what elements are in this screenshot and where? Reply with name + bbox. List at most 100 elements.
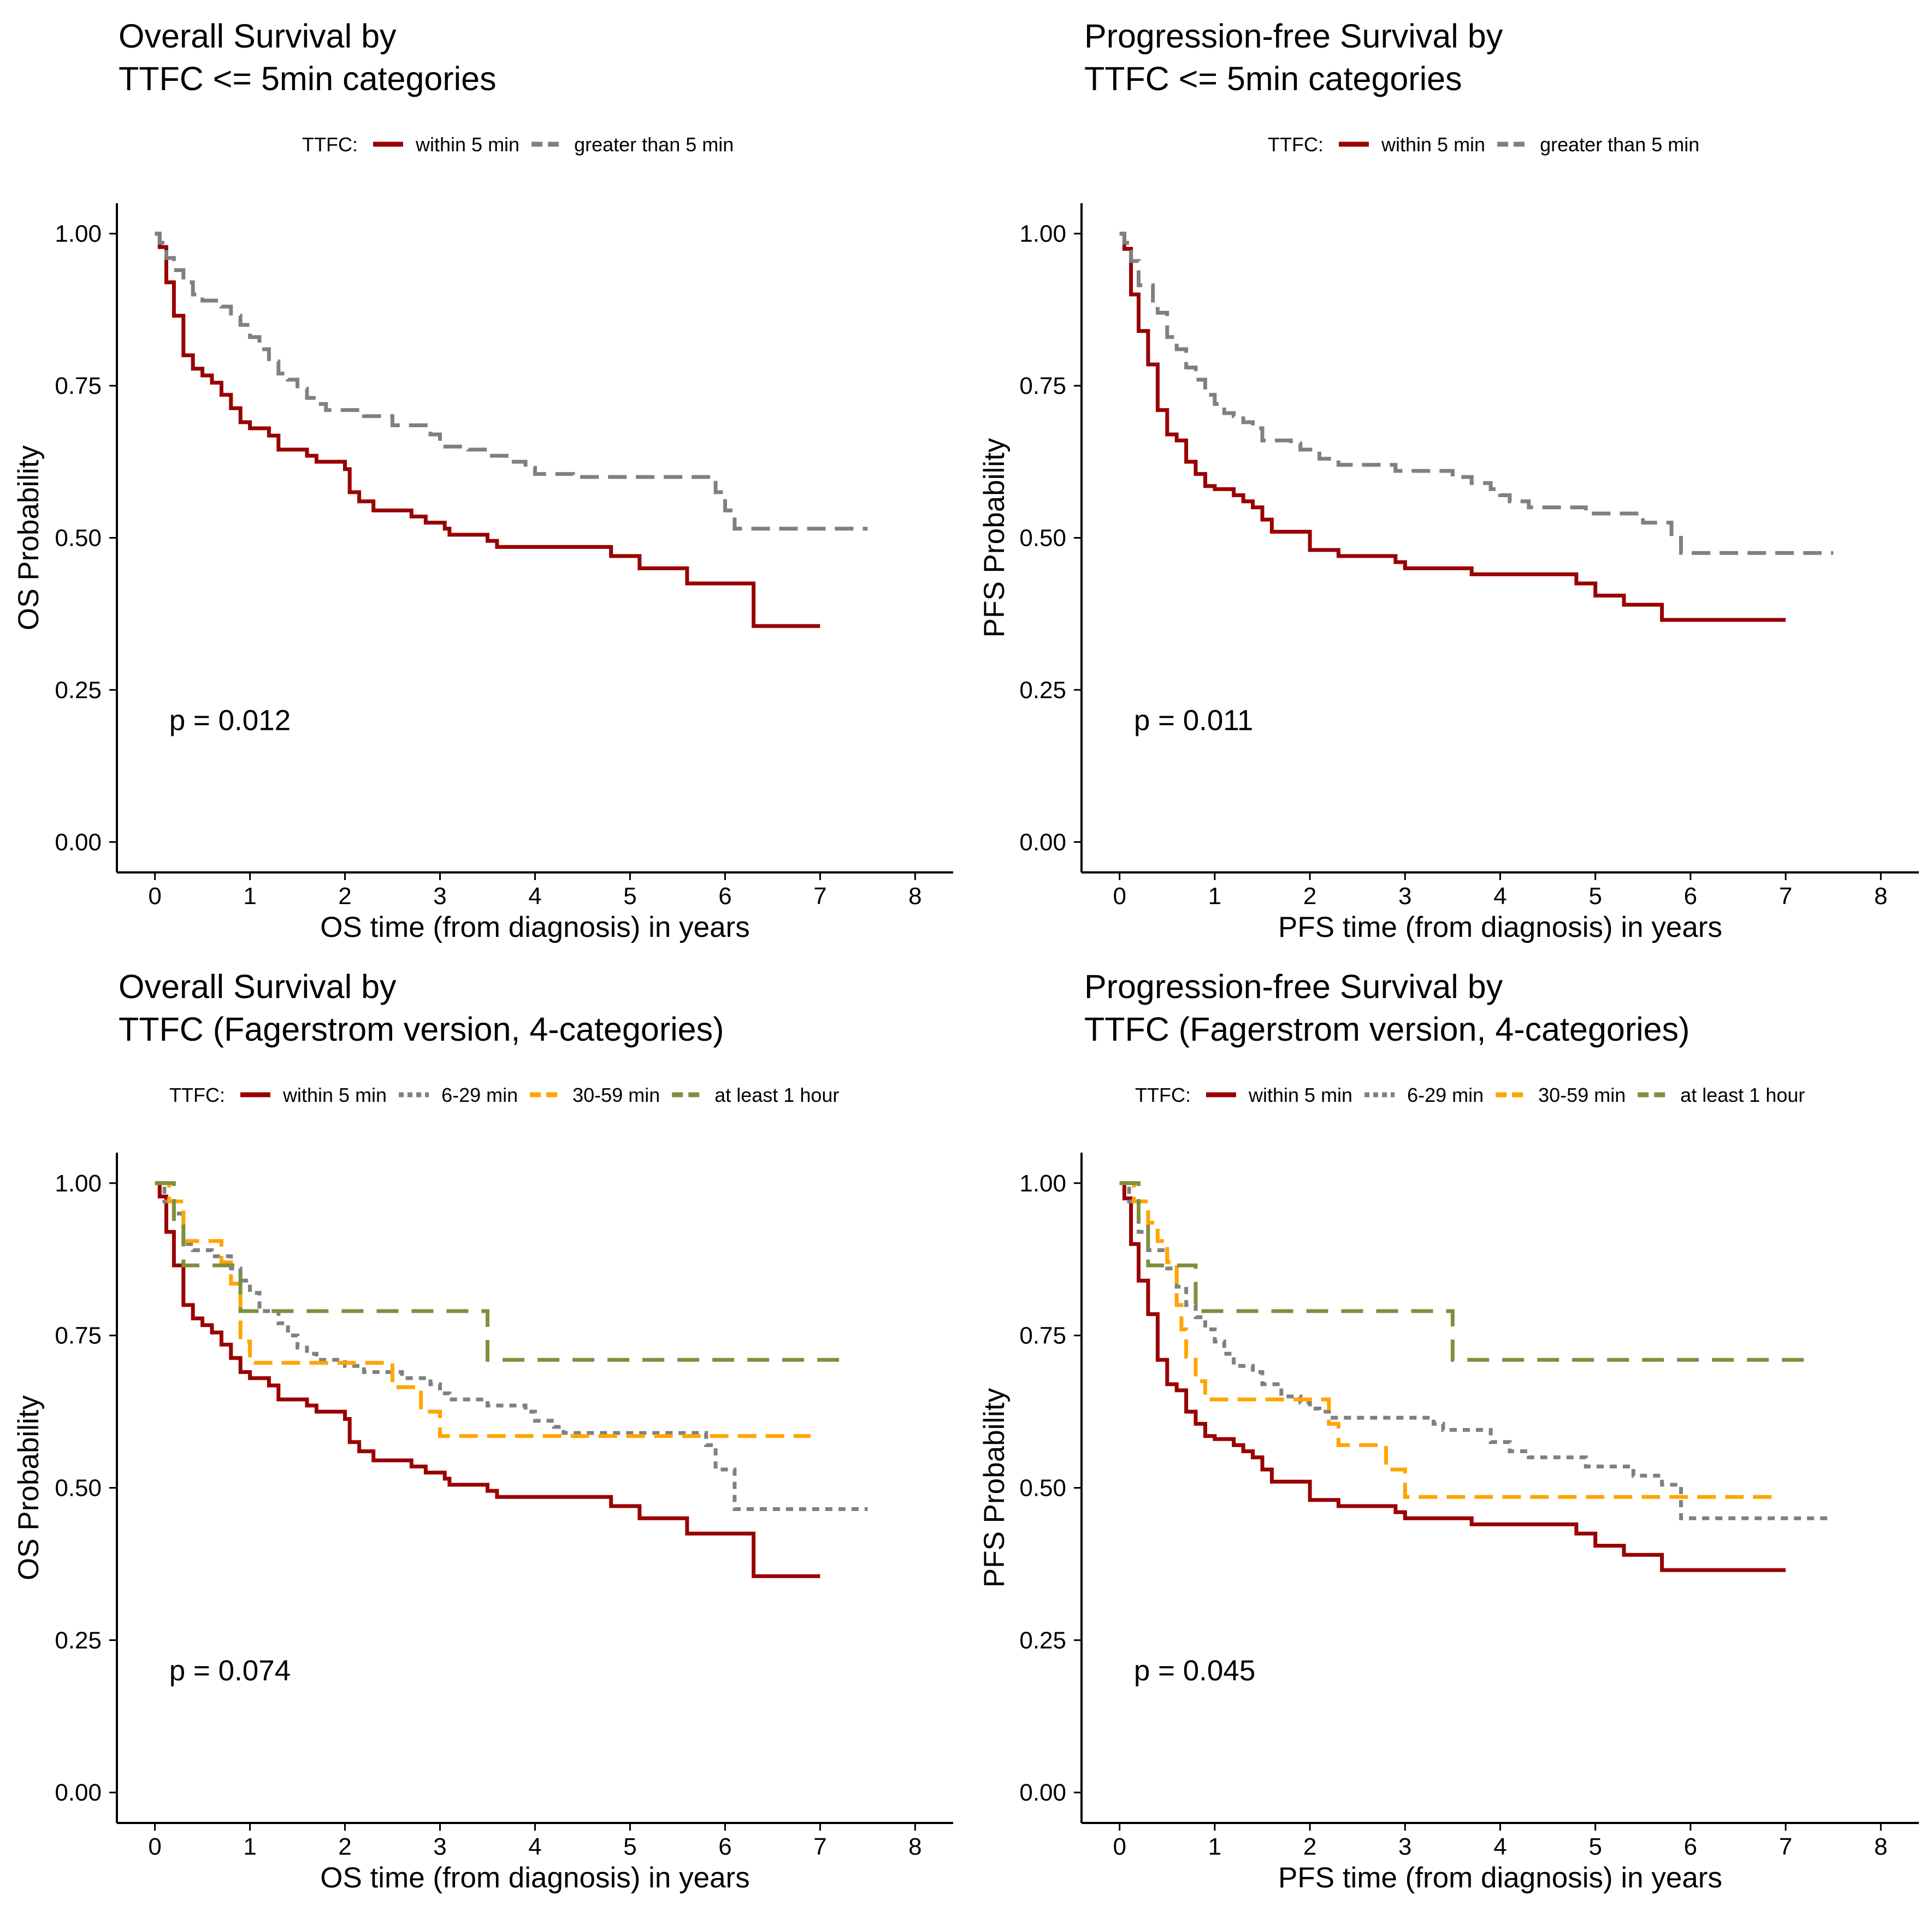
km-curve-within-5-min: [1119, 232, 1786, 622]
legend-title: TTFC:: [1268, 133, 1324, 156]
x-tick-label: 3: [1398, 883, 1411, 910]
x-tick-label: 1: [1208, 883, 1221, 910]
legend-label-4: at least 1 hour: [714, 1084, 839, 1106]
km-curve-6-29-min: [155, 1181, 868, 1511]
x-tick-label: 2: [1303, 883, 1316, 910]
x-axis-title: PFS time (from diagnosis) in years: [1278, 911, 1722, 943]
x-tick-label: 8: [908, 883, 921, 910]
km-curve-within-5-min: [155, 232, 820, 628]
y-tick-label: 1.00: [1019, 221, 1066, 247]
legend-label-3: 30-59 min: [572, 1084, 660, 1106]
chart-title-line-1: Overall Survival by: [119, 968, 397, 1005]
y-tick-label: 0.25: [55, 1627, 102, 1654]
y-tick-label: 0.00: [1019, 829, 1066, 855]
legend-label-1: within 5 min: [1248, 1084, 1352, 1106]
y-tick-label: 0.00: [55, 1779, 102, 1806]
x-tick-label: 4: [528, 883, 541, 910]
x-tick-label: 6: [1684, 883, 1697, 910]
y-tick-label: 0.75: [55, 1323, 102, 1349]
y-axis-title: PFS Probability: [978, 1388, 1011, 1588]
y-tick-label: 0.25: [1019, 1627, 1066, 1654]
x-tick-label: 4: [1493, 883, 1506, 910]
x-tick-label: 6: [718, 1833, 731, 1860]
p-value: p = 0.074: [169, 1655, 291, 1687]
legend: TTFC: within 5 min greater than 5 min: [1268, 133, 1699, 156]
p-value: p = 0.011: [1134, 705, 1254, 737]
y-tick-label: 0.75: [55, 373, 102, 399]
x-tick-label: 5: [623, 1833, 636, 1860]
legend: TTFC: within 5 min greater than 5 min: [302, 133, 734, 156]
x-tick-label: 0: [148, 883, 161, 910]
x-tick-label: 3: [433, 883, 446, 910]
y-tick-label: 1.00: [55, 221, 102, 247]
y-tick-label: 0.00: [1019, 1779, 1066, 1806]
km-curve-within-5-min: [155, 1181, 820, 1578]
y-axis-title: OS Probability: [13, 1395, 45, 1580]
x-tick-label: 7: [813, 1833, 826, 1860]
x-tick-label: 6: [1684, 1833, 1697, 1860]
chart-title-line-2: TTFC (Fagerstrom version, 4-categories): [1084, 1011, 1689, 1048]
y-axis-title: PFS Probability: [978, 438, 1011, 638]
x-tick-label: 3: [433, 1833, 446, 1860]
km-curve-greater-than-5-min: [1119, 232, 1834, 555]
chart-title-line-1: Progression-free Survival by: [1084, 968, 1503, 1005]
km-panel-1: Overall Survival by TTFC <= 5min categori…: [13, 17, 953, 943]
y-tick-label: 0.50: [55, 525, 102, 552]
y-axis-title: OS Probability: [13, 445, 45, 630]
y-tick-label: 0.25: [55, 677, 102, 704]
x-axis-title: PFS time (from diagnosis) in years: [1278, 1862, 1722, 1894]
y-tick-label: 0.50: [1019, 525, 1066, 552]
km-curve-greater-than-5-min: [155, 232, 868, 531]
y-tick-label: 0.75: [1019, 1323, 1066, 1349]
legend-label-3: 30-59 min: [1538, 1084, 1626, 1106]
x-axis-title: OS time (from diagnosis) in years: [320, 1862, 749, 1894]
x-tick-label: 1: [1208, 1833, 1221, 1860]
y-tick-label: 0.50: [1019, 1475, 1066, 1502]
legend-label-1: within 5 min: [1381, 133, 1485, 156]
km-panel-3: Overall Survival by TTFC (Fagerstrom vers…: [13, 968, 953, 1894]
km-curve-at-least-1-hour: [155, 1181, 840, 1362]
x-tick-label: 2: [1303, 1833, 1316, 1860]
legend-label-1: within 5 min: [415, 133, 519, 156]
x-tick-label: 1: [243, 1833, 256, 1860]
legend-label-2: greater than 5 min: [574, 133, 734, 156]
y-tick-label: 1.00: [55, 1170, 102, 1197]
x-tick-label: 4: [1493, 1833, 1506, 1860]
km-curve-at-least-1-hour: [1119, 1181, 1805, 1362]
p-value: p = 0.045: [1134, 1655, 1256, 1687]
y-tick-label: 0.75: [1019, 373, 1066, 399]
chart-title-line-2: TTFC <= 5min categories: [1084, 60, 1462, 97]
x-tick-label: 7: [813, 883, 826, 910]
x-tick-label: 7: [1779, 1833, 1792, 1860]
p-value: p = 0.012: [169, 705, 291, 737]
legend-title: TTFC:: [302, 133, 358, 156]
chart-title-line-1: Overall Survival by: [119, 17, 397, 55]
legend-title: TTFC:: [1135, 1084, 1191, 1106]
x-tick-label: 2: [338, 1833, 351, 1860]
km-curve-6-29-min: [1119, 1181, 1834, 1520]
x-tick-label: 1: [243, 883, 256, 910]
km-panel-4: Progression-free Survival by TTFC (Fagers…: [978, 968, 1919, 1894]
legend: TTFC: within 5 min 6-29 min 30-59 min at lea…: [1135, 1084, 1805, 1106]
x-tick-label: 0: [1113, 883, 1126, 910]
x-tick-label: 6: [718, 883, 731, 910]
x-tick-label: 8: [1874, 1833, 1887, 1860]
legend: TTFC: within 5 min 6-29 min 30-59 min at lea…: [169, 1084, 839, 1106]
x-tick-label: 5: [1588, 883, 1602, 910]
y-tick-label: 0.25: [1019, 677, 1066, 704]
legend-label-1: within 5 min: [282, 1084, 387, 1106]
x-tick-label: 0: [1113, 1833, 1126, 1860]
y-tick-label: 0.00: [55, 829, 102, 855]
x-tick-label: 7: [1779, 883, 1792, 910]
chart-title-line-1: Progression-free Survival by: [1084, 17, 1503, 55]
chart-title-line-2: TTFC <= 5min categories: [119, 60, 497, 97]
legend-label-4: at least 1 hour: [1680, 1084, 1805, 1106]
x-tick-label: 5: [1588, 1833, 1602, 1860]
x-tick-label: 4: [528, 1833, 541, 1860]
y-tick-label: 0.50: [55, 1475, 102, 1502]
chart-title-line-2: TTFC (Fagerstrom version, 4-categories): [119, 1011, 724, 1048]
y-tick-label: 1.00: [1019, 1170, 1066, 1197]
legend-label-2: 6-29 min: [1407, 1084, 1484, 1106]
legend-label-2: greater than 5 min: [1540, 133, 1699, 156]
